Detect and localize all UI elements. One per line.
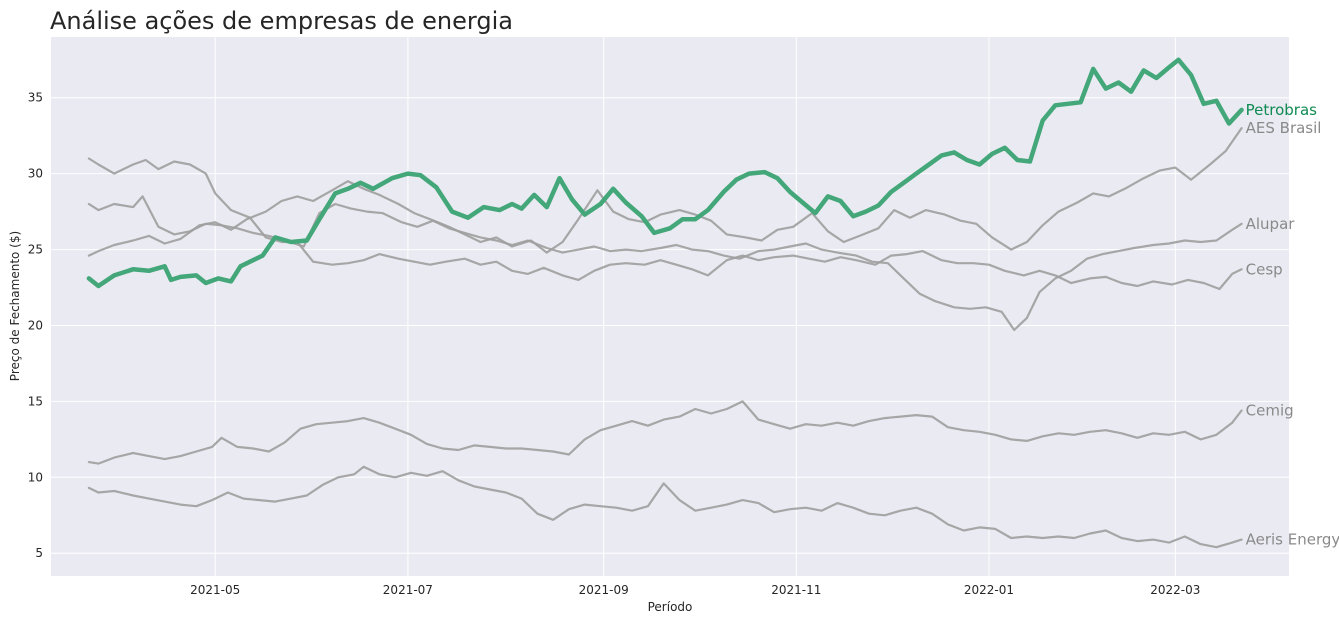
y-tick-label: 20 [28, 318, 43, 332]
series-line-cemig [87, 400, 1243, 465]
x-axis-ticks: 2021-05 2021-07 2021-09 2021-11 2022-01 2022-… [190, 583, 1200, 597]
plot-area [51, 37, 1289, 576]
x-tick-label: 2022-01 [964, 583, 1014, 597]
series-line-cesp [87, 157, 1243, 291]
y-tick-label: 10 [28, 470, 43, 484]
series-label-cemig: Cemig [1246, 402, 1294, 420]
series-labels: AES Brasil Alupar Cesp Cemig Aeris Energy Pet… [1246, 101, 1339, 549]
y-axis-label: Preço de Fechamento ($) [8, 231, 22, 381]
x-tick-label: 2021-05 [190, 583, 240, 597]
y-tick-label: 35 [28, 91, 43, 105]
chart-title: Análise ações de empresas de energia [50, 7, 513, 35]
series-line-alupar [87, 195, 1243, 332]
series-lines [86, 57, 1244, 549]
x-tick-label: 2022-03 [1150, 583, 1200, 597]
series-line-aes-brasil [87, 127, 1243, 257]
series-label-aes-brasil: AES Brasil [1246, 119, 1322, 137]
y-tick-label: 30 [28, 167, 43, 181]
y-tick-label: 25 [28, 243, 43, 257]
x-tick-label: 2021-09 [579, 583, 629, 597]
series-line-aeris-energy [87, 465, 1243, 549]
x-tick-label: 2021-07 [383, 583, 433, 597]
series-label-alupar: Alupar [1246, 215, 1296, 233]
series-label-aeris-energy: Aeris Energy [1246, 531, 1339, 549]
x-tick-label: 2021-11 [771, 583, 821, 597]
series-label-cesp: Cesp [1246, 260, 1283, 278]
series-line-petrobras [86, 57, 1244, 289]
y-axis-ticks: 5 10 15 20 25 30 35 [28, 91, 43, 560]
y-tick-label: 5 [35, 546, 43, 560]
series-label-petrobras: Petrobras [1246, 101, 1318, 119]
x-axis-label: Período [648, 600, 693, 614]
y-tick-label: 15 [28, 394, 43, 408]
